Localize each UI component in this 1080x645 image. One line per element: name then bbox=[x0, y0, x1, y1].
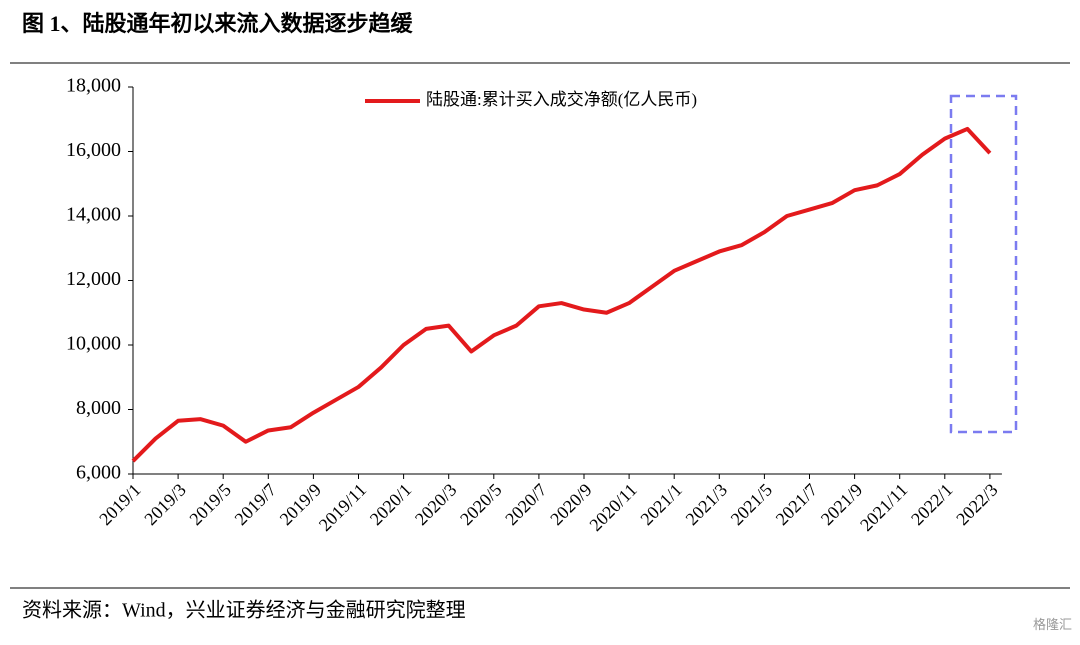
x-tick-label: 2020/7 bbox=[501, 480, 551, 530]
y-tick-label: 10,000 bbox=[66, 333, 121, 355]
y-tick-label: 12,000 bbox=[66, 268, 121, 290]
source-note: 资料来源：Wind，兴业证券经济与金融研究院整理 bbox=[22, 599, 466, 622]
x-tick-label: 2019/7 bbox=[231, 480, 281, 530]
x-tick-label: 2021/1 bbox=[636, 480, 686, 530]
highlight-box bbox=[949, 94, 1018, 434]
x-tick-label: 2020/5 bbox=[456, 480, 506, 530]
x-tick-label: 2019/1 bbox=[95, 480, 145, 530]
x-tick-label: 2022/1 bbox=[907, 480, 957, 530]
x-tick-label: 2021/7 bbox=[772, 480, 822, 530]
chart-title: 图 1、陆股通年初以来流入数据逐步趋缓 bbox=[22, 11, 414, 36]
y-tick-label: 14,000 bbox=[66, 204, 121, 226]
y-tick-label: 6,000 bbox=[76, 462, 121, 484]
x-tick-label: 2020/11 bbox=[585, 480, 640, 535]
series-line bbox=[131, 126, 992, 463]
x-tick-label: 2021/11 bbox=[856, 480, 911, 535]
x-tick-label: 2019/11 bbox=[315, 480, 370, 535]
watermark: 格隆汇 bbox=[1033, 617, 1072, 632]
x-tick-label: 2021/5 bbox=[727, 480, 777, 530]
legend-label: 陆股通:累计买入成交净额(亿人民币) bbox=[426, 90, 697, 109]
x-tick-label: 2019/5 bbox=[185, 480, 235, 530]
x-tick-label: 2022/3 bbox=[952, 480, 1002, 530]
x-tick-label: 2021/3 bbox=[682, 480, 732, 530]
y-tick-label: 8,000 bbox=[76, 397, 121, 419]
x-tick-label: 2019/3 bbox=[140, 480, 190, 530]
x-tick-label: 2020/3 bbox=[411, 480, 461, 530]
y-tick-label: 18,000 bbox=[66, 75, 121, 97]
y-tick-label: 16,000 bbox=[66, 139, 121, 161]
x-tick-label: 2020/1 bbox=[366, 480, 416, 530]
